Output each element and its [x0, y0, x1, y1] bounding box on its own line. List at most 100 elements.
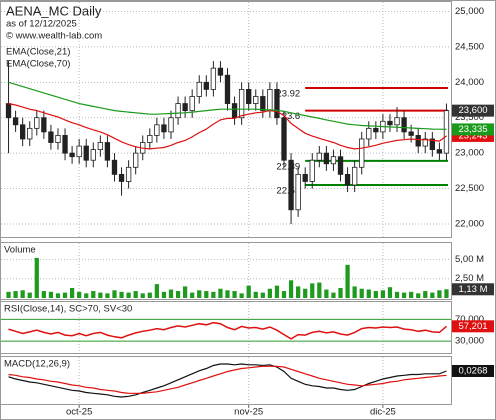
- bar: [6, 291, 11, 298]
- last-value-label: 0,0268: [458, 366, 487, 377]
- pane-frame: [0, 242, 452, 300]
- bar: [394, 291, 400, 298]
- bar: [260, 292, 265, 298]
- candle-body: [125, 166, 132, 182]
- candle-body: [415, 135, 421, 147]
- bar: [140, 293, 145, 298]
- legend-entry: EMA(Close,70): [6, 59, 70, 70]
- series-line: [8, 81, 447, 130]
- candle-body: [97, 142, 104, 150]
- bar: [239, 293, 244, 298]
- bar: [296, 286, 301, 298]
- chart-source: © www.wealth-lab.com: [6, 31, 102, 42]
- bar: [119, 291, 124, 298]
- candle-body: [302, 173, 308, 182]
- candle-body: [133, 152, 139, 168]
- bar: [274, 285, 280, 298]
- candle-body: [344, 173, 351, 186]
- chart-title: AENA_MC Daily: [6, 3, 102, 18]
- y-tick-label: 30,000: [455, 336, 484, 347]
- bar: [430, 292, 435, 298]
- bar: [34, 257, 39, 298]
- series-line: [8, 103, 447, 150]
- bar: [13, 291, 18, 298]
- bar: [225, 290, 230, 298]
- pane-title: MACD(12,26,9): [4, 359, 70, 370]
- chart-subtitle: as of 12/12/2025: [6, 19, 77, 30]
- candle-body: [111, 159, 118, 175]
- last-value-label: 23,243: [458, 130, 487, 141]
- candle-body: [351, 166, 358, 186]
- bar: [112, 290, 117, 298]
- bar: [401, 292, 407, 298]
- y-tick-label: 24,000: [455, 77, 484, 88]
- bar: [204, 291, 209, 298]
- bar: [190, 292, 195, 298]
- pane-title: Volume: [4, 245, 36, 256]
- y-tick-label: 24,500: [455, 41, 484, 52]
- bar: [105, 293, 110, 298]
- candle-body: [27, 127, 33, 140]
- bar: [175, 291, 181, 298]
- candle-body: [147, 135, 153, 143]
- bar: [281, 291, 287, 298]
- bar: [444, 289, 449, 298]
- candle-body: [246, 89, 252, 104]
- candle-body: [5, 103, 12, 119]
- candle-body: [12, 117, 19, 126]
- bar: [232, 291, 237, 298]
- last-value-label: 23,600: [458, 105, 487, 116]
- candle-body: [274, 89, 280, 119]
- bar: [359, 288, 364, 298]
- bar: [373, 291, 378, 298]
- bar: [69, 287, 75, 298]
- candle-body: [281, 117, 287, 161]
- candle-body: [330, 156, 337, 165]
- level-label: 23.6: [282, 111, 301, 122]
- candle-body: [436, 149, 443, 154]
- candle-body: [401, 117, 407, 133]
- candle-body: [288, 159, 294, 211]
- candle-body: [182, 103, 188, 112]
- y-tick-label: 25,000: [455, 6, 484, 17]
- candle-body: [41, 117, 47, 133]
- candle-body: [189, 96, 195, 112]
- bar: [338, 287, 343, 298]
- bar: [331, 292, 336, 298]
- candle-body: [168, 117, 174, 133]
- bar: [211, 291, 216, 298]
- last-value-label: 1,13 M: [458, 284, 487, 295]
- bar: [288, 280, 294, 298]
- series-line: [8, 365, 447, 394]
- series-line: [8, 363, 447, 398]
- candle-body: [231, 103, 238, 119]
- bar: [91, 291, 96, 298]
- bar: [246, 285, 251, 298]
- bar: [161, 291, 167, 298]
- candle-body: [83, 145, 89, 161]
- legend-entry: EMA(Close,21): [6, 47, 70, 58]
- candle-body: [118, 173, 125, 182]
- candle-body: [267, 89, 273, 112]
- candle-body: [260, 96, 266, 112]
- candle-body: [175, 103, 181, 119]
- candle-body: [295, 173, 301, 211]
- candle-body: [224, 74, 231, 104]
- bar: [133, 291, 138, 298]
- candle-body: [443, 110, 450, 154]
- candle-body: [337, 156, 344, 175]
- candle-body: [154, 124, 160, 136]
- bar: [366, 289, 371, 298]
- last-value-box: [452, 104, 494, 117]
- bar: [84, 293, 89, 298]
- candle-body: [217, 67, 224, 76]
- candle-body: [48, 131, 54, 143]
- y-tick-label: 22,500: [455, 183, 484, 194]
- candle-body: [69, 152, 75, 158]
- last-value-box: [452, 364, 494, 377]
- bar: [387, 287, 393, 298]
- bar: [380, 290, 386, 298]
- candle-body: [387, 120, 393, 126]
- candle-body: [359, 138, 365, 168]
